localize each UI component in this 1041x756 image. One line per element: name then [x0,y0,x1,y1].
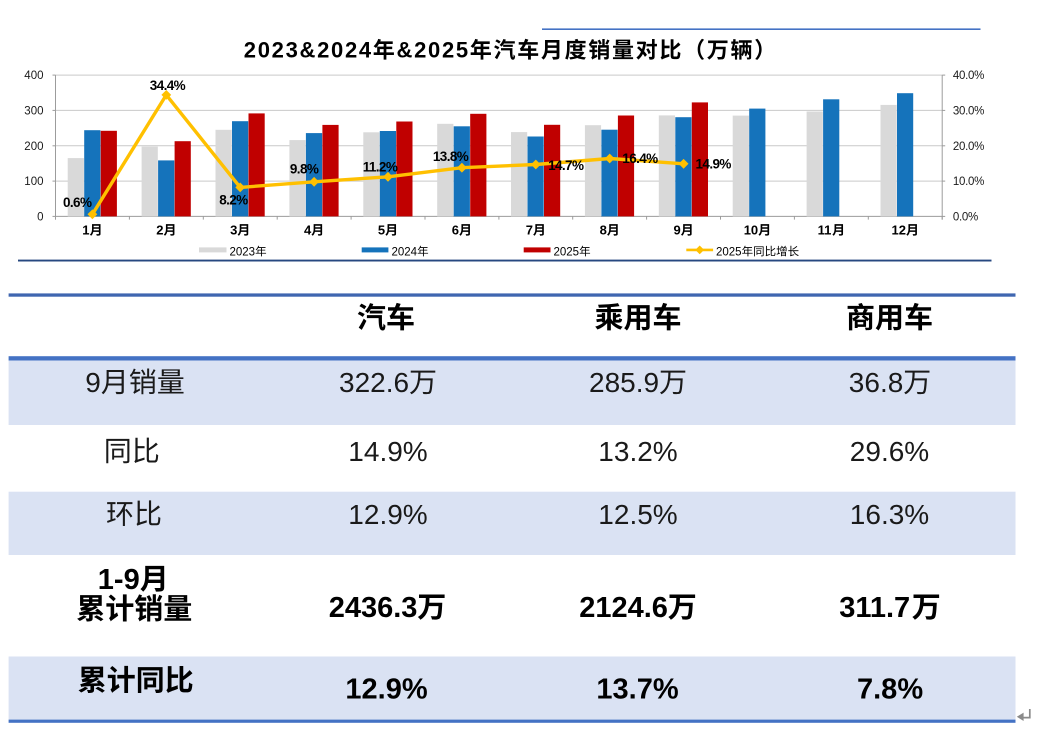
svg-text:200: 200 [24,141,43,153]
svg-text:29.6%: 29.6% [850,436,929,467]
svg-text:34.4%: 34.4% [150,78,186,93]
svg-text:&2025: &2025 [397,38,470,63]
svg-text:7.8%: 7.8% [857,673,923,705]
svg-text:285.9: 285.9 [589,367,659,398]
svg-text:2023: 2023 [230,246,256,258]
svg-text:12.5%: 12.5% [598,499,677,530]
svg-text:10: 10 [744,223,758,238]
svg-text:0.0%: 0.0% [953,212,978,224]
svg-text:2124.6: 2124.6 [579,592,668,624]
svg-text:16.4%: 16.4% [622,151,658,166]
svg-text:20.0%: 20.0% [953,141,984,153]
svg-text:1: 1 [82,223,89,238]
svg-text:1-9: 1-9 [98,564,140,596]
svg-text:2436.3: 2436.3 [329,592,418,624]
svg-text:4: 4 [304,223,312,238]
svg-text:12: 12 [892,223,906,238]
svg-text:9.8%: 9.8% [290,161,319,176]
svg-text:2025: 2025 [716,246,742,258]
svg-text:7: 7 [526,223,533,238]
svg-text:13.2%: 13.2% [598,436,677,467]
svg-text:12.9%: 12.9% [345,673,427,705]
svg-text:0: 0 [37,212,43,224]
svg-text:300: 300 [24,106,43,118]
svg-text:8.2%: 8.2% [219,192,248,207]
svg-text:14.7%: 14.7% [548,158,584,173]
svg-text:3: 3 [230,223,237,238]
svg-text:311.7: 311.7 [839,592,910,624]
svg-text:322.6: 322.6 [339,367,409,398]
svg-text:8: 8 [600,223,607,238]
svg-text:2025: 2025 [554,246,580,258]
svg-text:13.8%: 13.8% [433,149,469,164]
svg-text:0.6%: 0.6% [63,195,92,210]
svg-text:16.3%: 16.3% [850,499,929,530]
svg-text:2024: 2024 [392,246,418,258]
svg-text:9: 9 [85,367,101,398]
svg-text:6: 6 [452,223,459,238]
svg-text:2: 2 [156,223,163,238]
svg-text:5: 5 [378,223,385,238]
svg-text:14.9%: 14.9% [696,157,732,172]
svg-text:30.0%: 30.0% [953,106,984,118]
svg-text:13.7%: 13.7% [596,673,678,705]
svg-text:11: 11 [818,223,832,238]
svg-text:10.0%: 10.0% [953,176,984,188]
svg-text:9: 9 [674,223,681,238]
svg-text:14.9%: 14.9% [348,436,427,467]
svg-text:400: 400 [24,70,43,82]
svg-text:100: 100 [24,176,43,188]
svg-text:36.8: 36.8 [849,367,904,398]
svg-text:40.0%: 40.0% [953,70,984,82]
svg-text:2023&2024: 2023&2024 [244,38,373,63]
svg-text:12.9%: 12.9% [348,499,427,530]
svg-text:11.2%: 11.2% [363,160,398,175]
